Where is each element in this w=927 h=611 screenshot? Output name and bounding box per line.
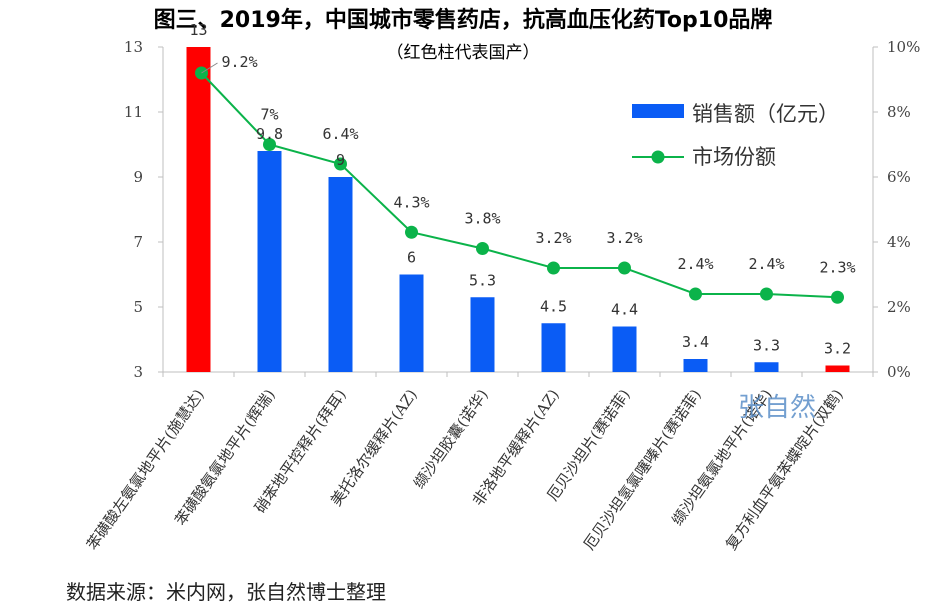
sales-value-label: 4.5 — [540, 297, 567, 315]
chart-subtitle: （红色柱代表国产） — [387, 43, 540, 63]
category-label: 缬沙坦胶囊(诺华) — [410, 386, 492, 492]
sales-value-label: 6 — [407, 249, 416, 267]
y-right-tick-label: 2% — [887, 298, 911, 316]
share-point — [760, 287, 773, 301]
y-right-tick-label: 10% — [887, 38, 920, 56]
y-right-tick-label: 4% — [887, 233, 911, 251]
y-right-tick-label: 8% — [887, 103, 911, 121]
share-value-label: 3.8% — [464, 210, 500, 228]
share-value-label: 2.4% — [748, 255, 784, 273]
sales-value-label: 3.2 — [824, 340, 851, 358]
y-right-tick-label: 6% — [887, 168, 911, 186]
share-value-label: 9.2% — [222, 53, 258, 71]
y-left-tick-label: 11 — [124, 103, 143, 121]
sales-bar — [399, 274, 424, 372]
legend-line-label: 市场份额 — [692, 145, 776, 169]
share-point — [476, 242, 489, 255]
sales-bar — [683, 359, 708, 372]
y-left-tick-label: 5 — [133, 298, 143, 316]
share-point — [405, 225, 418, 239]
sales-value-label: 9 — [336, 151, 345, 169]
sales-bar — [470, 297, 495, 372]
sales-value-label: 5.3 — [469, 271, 496, 289]
legend: 销售额（亿元） 市场份额 — [632, 102, 839, 169]
watermark: 张自然 — [738, 393, 816, 423]
legend-bar-label: 销售额（亿元） — [692, 102, 839, 126]
axes: 3 5 7 9 11 13 0% 2% 4% 6% 8% 10% — [124, 38, 920, 381]
y-left-tick-label: 9 — [133, 168, 143, 186]
sales-bar — [257, 151, 282, 372]
share-value-label: 6.4% — [322, 125, 358, 143]
legend-bar-swatch — [632, 104, 684, 118]
category-label: 苯磺酸左氨氯地平片(施慧达) — [83, 386, 208, 553]
data-labels: 13 9.8 9 6 5.3 4.5 4.4 3.4 3.3 3.2 9.2% 7% 6.4% 4.3% 3… — [189, 21, 855, 358]
sales-value-label: 13 — [189, 21, 207, 39]
sales-value-label: 9.8 — [256, 125, 283, 143]
share-point — [618, 261, 631, 275]
share-point — [547, 261, 560, 275]
y-left-tick-label: 13 — [124, 38, 143, 56]
sales-value-label: 3.3 — [753, 336, 780, 354]
share-value-label: 3.2% — [606, 229, 642, 247]
share-value-label: 4.3% — [393, 193, 429, 211]
chart-title: 图三、2019年，中国城市零售药店，抗高血压化药Top10品牌 — [154, 7, 773, 33]
share-point — [689, 287, 702, 301]
category-label: 厄贝沙坦氢氯噻嗪片(赛诺菲) — [580, 386, 705, 553]
y-left-tick-label: 7 — [133, 233, 143, 251]
bars — [186, 47, 850, 372]
share-value-label: 2.3% — [819, 258, 855, 276]
share-polyline — [200, 72, 838, 299]
sales-bar — [541, 323, 566, 372]
sales-value-label: 4.4 — [611, 301, 638, 319]
sales-bar — [754, 362, 779, 372]
share-value-label: 3.2% — [535, 229, 571, 247]
share-label-leader — [201, 62, 218, 74]
sales-bar — [328, 177, 353, 372]
sales-value-label: 3.4 — [682, 333, 709, 351]
share-point — [831, 290, 844, 304]
share-value-label: 2.4% — [677, 255, 713, 273]
share-value-label: 7% — [260, 106, 278, 124]
y-right-tick-label: 0% — [887, 363, 911, 381]
sales-bar — [825, 365, 850, 372]
source-note: 数据来源：米内网，张自然博士整理 — [66, 580, 386, 604]
sales-bar — [612, 326, 637, 372]
category-labels: 苯磺酸左氨氯地平片(施慧达)苯磺酸氨氯地平片(辉瑞)硝苯地平控释片(拜耳)美托洛… — [83, 386, 847, 553]
share-point — [334, 157, 347, 171]
sales-bar — [186, 47, 211, 372]
share-point — [263, 138, 276, 151]
share-line — [195, 66, 844, 304]
y-left-tick-label: 3 — [133, 363, 143, 381]
legend-line-marker — [651, 150, 665, 164]
